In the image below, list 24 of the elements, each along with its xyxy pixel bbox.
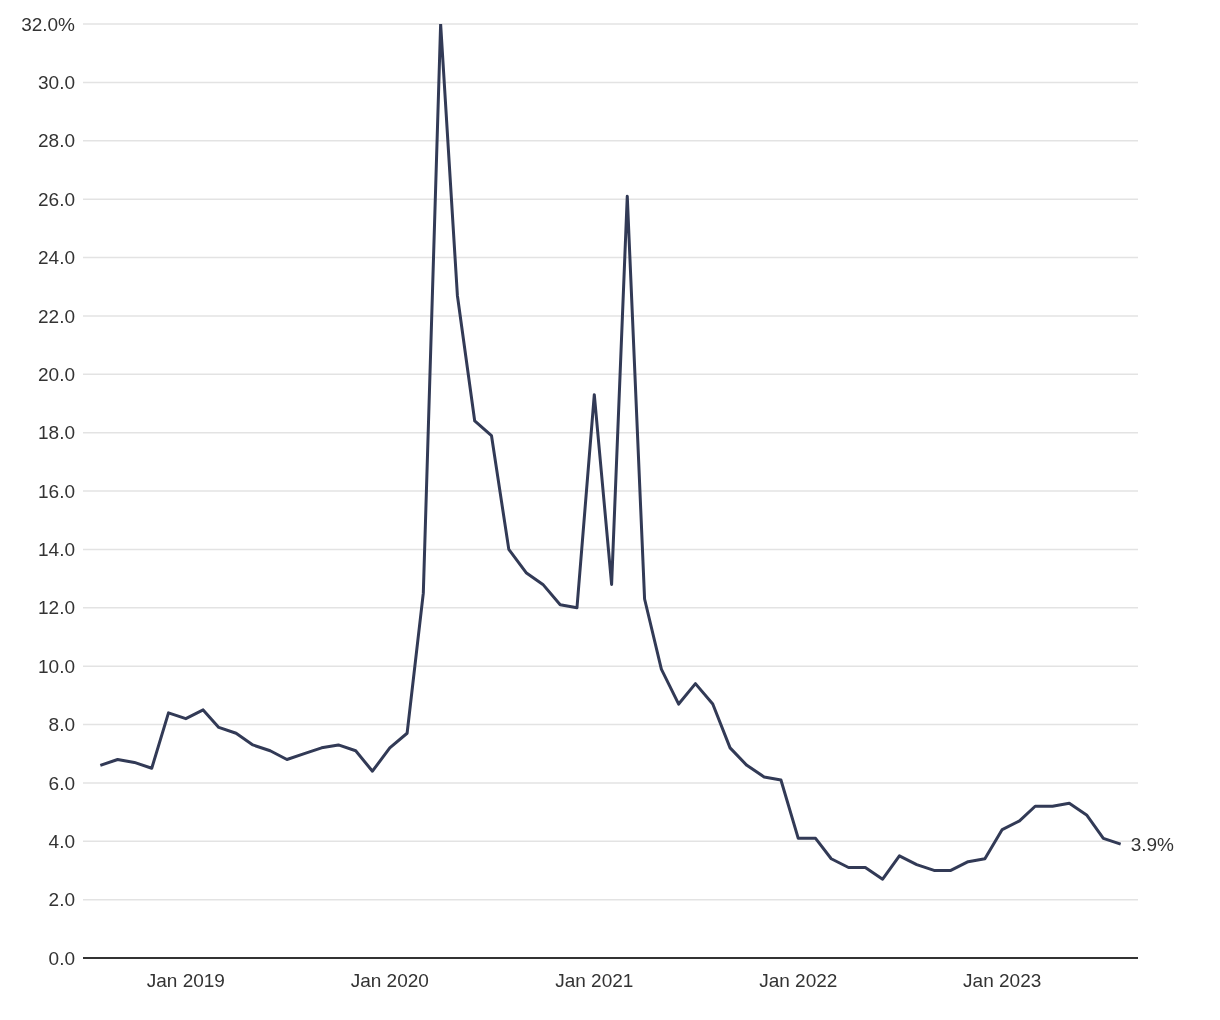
x-tick-label: Jan 2022 <box>759 970 838 992</box>
y-tick-label: 26.0 <box>38 188 75 210</box>
x-tick-label: Jan 2020 <box>350 970 429 992</box>
data-label: 3.9% <box>1130 834 1175 856</box>
y-tick-label: 30.0 <box>38 72 75 94</box>
y-tick-label: 10.0 <box>38 655 75 677</box>
y-tick-label: 6.0 <box>48 772 75 794</box>
y-tick-label: 18.0 <box>38 422 75 444</box>
y-tick-label: 20.0 <box>38 363 75 385</box>
y-tick-label: 14.0 <box>38 539 75 561</box>
x-tick-label: Jan 2023 <box>963 970 1042 992</box>
x-tick-label: Jan 2021 <box>555 970 634 992</box>
y-tick-label: 16.0 <box>38 480 75 502</box>
x-tick-label: Jan 2019 <box>146 970 225 992</box>
y-tick-label: 8.0 <box>48 714 75 736</box>
y-tick-label: 4.0 <box>48 830 75 852</box>
y-tick-label: 28.0 <box>38 130 75 152</box>
y-tick-label: 0.0 <box>48 947 75 969</box>
y-tick-label: 22.0 <box>38 305 75 327</box>
y-tick-label: 2.0 <box>48 889 75 911</box>
y-tick-label: 32.0% <box>21 13 76 35</box>
line-series <box>98 24 1123 881</box>
y-tick-label: 12.0 <box>38 597 75 619</box>
y-tick-label: 24.0 <box>38 247 75 269</box>
